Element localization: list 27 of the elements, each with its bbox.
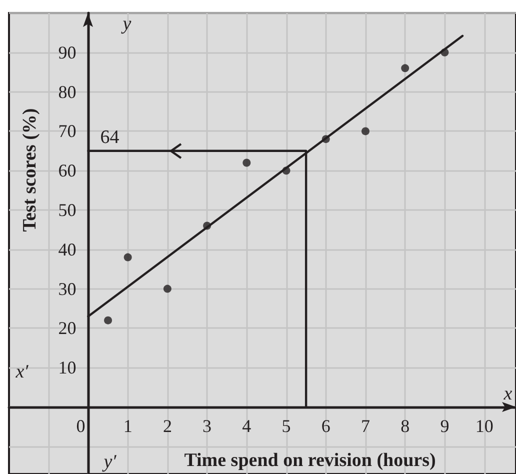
annotation: x′ bbox=[14, 362, 30, 382]
x-tick-label: 9 bbox=[440, 416, 450, 436]
annotation: 64 bbox=[100, 126, 120, 148]
x-tick-label: 4 bbox=[242, 416, 252, 436]
y-tick-label: 30 bbox=[58, 278, 76, 299]
x-axis-title: Time spend on revision (hours) bbox=[184, 450, 436, 472]
x-tick-label: 10 bbox=[475, 416, 494, 436]
y-tick-label: 80 bbox=[58, 82, 76, 102]
x-tick-label: 3 bbox=[202, 416, 212, 436]
annotation: y bbox=[120, 14, 132, 34]
x-tick-label: 7 bbox=[360, 416, 370, 436]
y-tick-label: 90 bbox=[58, 42, 76, 62]
y-axis-title: Test scores (%) bbox=[20, 108, 40, 232]
y-tick-label: 40 bbox=[58, 239, 76, 260]
y-tick-label: 60 bbox=[58, 160, 76, 181]
y-tick-label: 20 bbox=[58, 318, 76, 338]
x-tick-label: 2 bbox=[162, 416, 172, 436]
x-tick-label: 6 bbox=[321, 416, 330, 436]
y-tick-label: 10 bbox=[58, 358, 76, 378]
x-tick-label: 0 bbox=[76, 416, 86, 436]
x-tick-label: 5 bbox=[282, 416, 291, 436]
x-tick-label: 8 bbox=[400, 416, 410, 436]
y-tick-label: 50 bbox=[58, 200, 76, 220]
annotation: y′ bbox=[102, 452, 118, 472]
y-tick-label: 70 bbox=[58, 121, 76, 142]
x-tick-label: 1 bbox=[123, 416, 132, 436]
annotation: x bbox=[502, 384, 513, 404]
